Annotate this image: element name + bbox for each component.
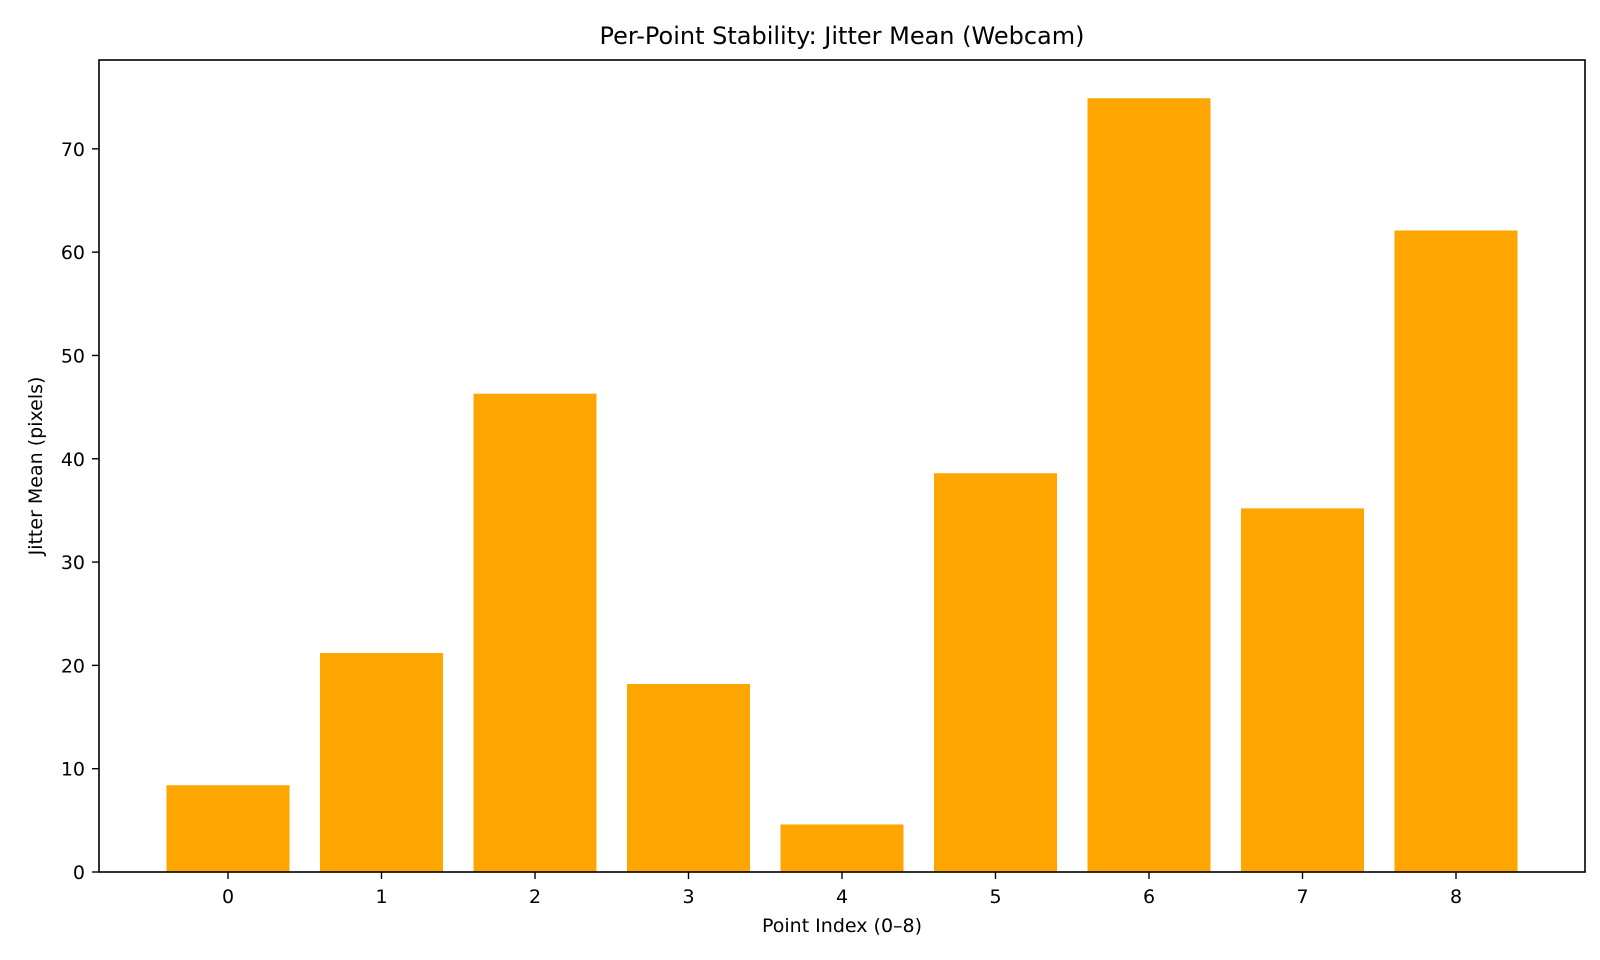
y-tick-label: 20	[61, 655, 85, 677]
x-axis-ticks: 0 1 2 3 4 5 6 7 8	[222, 872, 1462, 908]
chart-title: Per-Point Stability: Jitter Mean (Webcam…	[600, 22, 1085, 50]
y-tick-label: 70	[61, 139, 85, 161]
y-tick-label: 60	[61, 242, 85, 264]
y-tick-label: 10	[61, 759, 85, 781]
y-tick-label: 0	[73, 862, 85, 884]
bar-1	[320, 652, 443, 872]
x-tick-label: 6	[1143, 886, 1155, 908]
x-tick-label: 4	[836, 886, 848, 908]
x-tick-label: 8	[1450, 886, 1462, 908]
bar-5	[934, 473, 1057, 872]
x-tick-label: 0	[222, 886, 234, 908]
y-tick-label: 50	[61, 345, 85, 367]
x-tick-label: 7	[1296, 886, 1308, 908]
y-axis-label: Jitter Mean (pixels)	[25, 377, 47, 557]
bar-4	[780, 824, 904, 872]
y-tick-label: 30	[61, 552, 85, 574]
x-tick-label: 5	[989, 886, 1001, 908]
y-axis-ticks: 0 10 20 30 40 50 60 70	[61, 139, 99, 884]
x-axis-label: Point Index (0–8)	[762, 915, 922, 937]
bar-8	[1394, 230, 1518, 872]
bar-7	[1241, 508, 1364, 872]
plot-frame	[98, 59, 1586, 873]
y-tick-label: 40	[61, 449, 85, 471]
bar-2	[473, 393, 597, 872]
x-tick-label: 1	[375, 886, 387, 908]
x-tick-label: 2	[529, 886, 541, 908]
x-tick-label: 3	[682, 886, 694, 908]
bar-3	[627, 683, 750, 872]
bar-6	[1087, 98, 1211, 872]
bar-0	[166, 785, 290, 872]
bars	[166, 98, 1518, 872]
